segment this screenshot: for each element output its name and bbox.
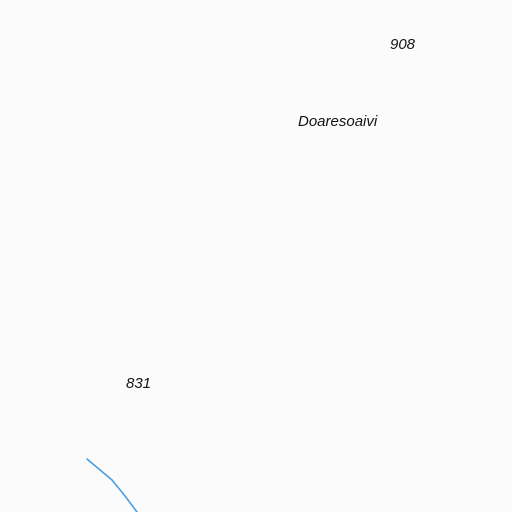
stream-line (86, 458, 138, 512)
place-name-label: Doaresoaivi (298, 113, 378, 130)
elevation-label: 831 (126, 375, 152, 392)
elevation-label: 908 (390, 36, 416, 53)
